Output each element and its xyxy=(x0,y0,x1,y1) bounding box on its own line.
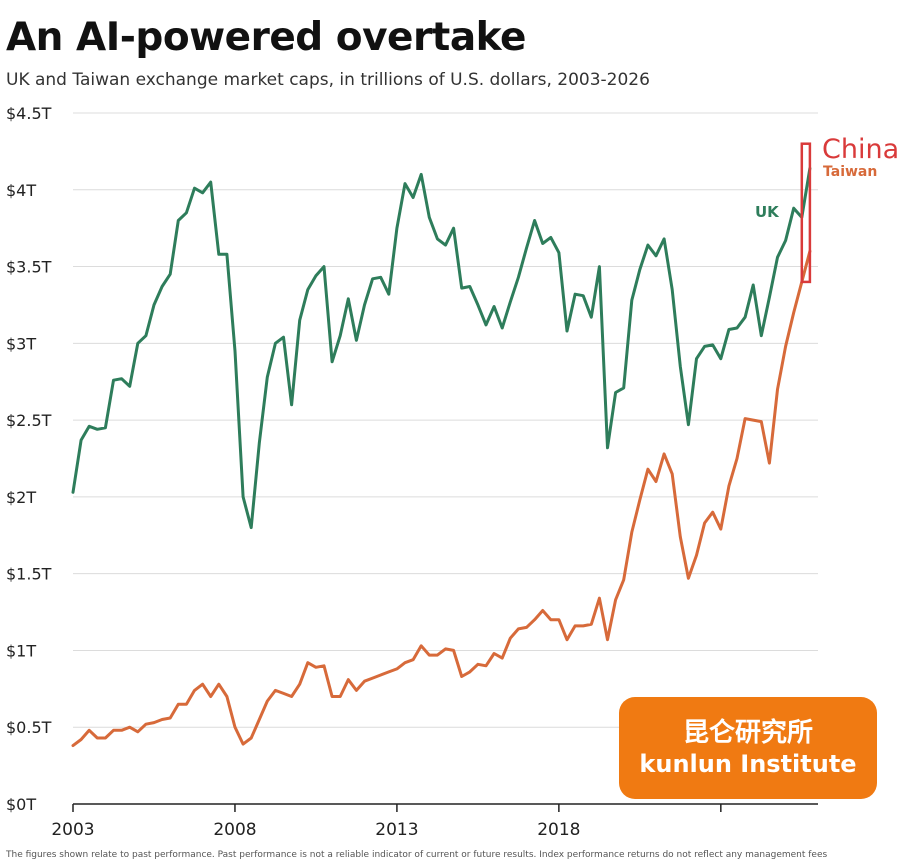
series-line-uk xyxy=(71,166,812,530)
watermark-badge: 昆仑研究所 kunlun Institute xyxy=(619,697,877,799)
y-tick-label: $3T xyxy=(6,334,36,353)
series-lines xyxy=(71,166,812,748)
watermark-chinese-text: 昆仑研究所 xyxy=(682,717,813,748)
y-tick-label: $4T xyxy=(6,181,36,200)
x-tick-label: 2018 xyxy=(537,820,580,840)
y-tick-label: $4.5T xyxy=(6,104,52,123)
taiwan-series-label: Taiwan xyxy=(823,164,877,180)
chart-subtitle: UK and Taiwan exchange market caps, in t… xyxy=(6,70,650,90)
highlight-box xyxy=(800,142,812,284)
uk-series-label: UK xyxy=(755,203,780,221)
y-tick-label: $3.5T xyxy=(6,258,52,277)
footnote: The figures shown relate to past perform… xyxy=(6,850,828,860)
y-tick-label: $2T xyxy=(6,488,36,507)
y-tick-label: $0T xyxy=(6,795,36,814)
watermark-english-text: kunlun Institute xyxy=(639,750,857,779)
china-annotation: China xyxy=(822,134,899,165)
x-tick-label: 2013 xyxy=(375,820,418,840)
gridlines xyxy=(73,112,818,728)
chart-title: An AI-powered overtake xyxy=(6,15,526,60)
y-tick-label: $1.5T xyxy=(6,565,52,584)
y-axis: $0T $0.5T $1T $1.5T $2T $2.5T $3T $3.5T $4T $4.5T xyxy=(6,104,52,814)
series-line-taiwan xyxy=(71,249,812,748)
y-tick-label: $1T xyxy=(6,641,36,660)
x-tick-label: 2008 xyxy=(213,820,256,840)
x-axis: 2003 2008 2013 2018 xyxy=(51,803,818,840)
y-tick-label: $0.5T xyxy=(6,718,52,737)
x-tick-label: 2003 xyxy=(51,820,94,840)
y-tick-label: $2.5T xyxy=(6,411,52,430)
